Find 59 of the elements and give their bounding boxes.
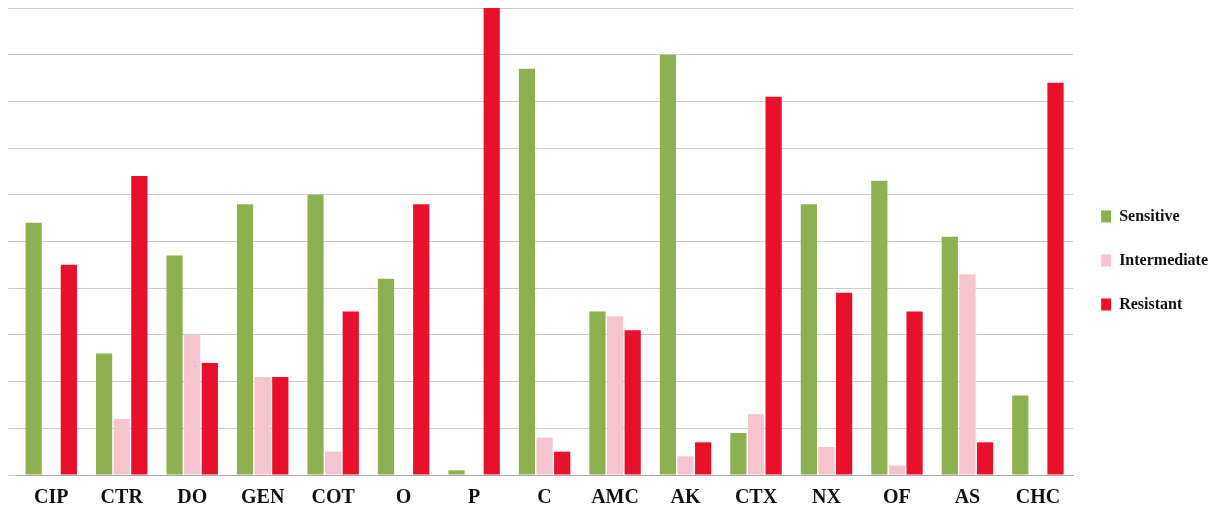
x-tick-label: COT [311, 485, 356, 508]
bar [624, 330, 641, 475]
bar [1012, 395, 1029, 475]
bar [888, 465, 906, 475]
x-tick-label: NX [812, 485, 842, 508]
bar [184, 334, 201, 475]
bar [377, 278, 395, 475]
bar [25, 222, 42, 475]
bar [871, 180, 888, 475]
bar [906, 311, 923, 475]
legend-label: Sensitive [1119, 206, 1180, 224]
bar [131, 176, 148, 475]
x-tick-label: P [467, 485, 481, 508]
x-tick-label: GEN [240, 485, 285, 508]
bar [800, 204, 817, 475]
bar [976, 442, 994, 475]
bar [518, 68, 536, 475]
bar [677, 456, 694, 475]
bar [606, 316, 624, 475]
bar [765, 96, 782, 475]
bar [747, 414, 765, 475]
bar [236, 204, 254, 475]
bar [342, 311, 359, 475]
x-tick-label: CTR [100, 485, 144, 508]
bar [307, 194, 324, 475]
bar [1047, 82, 1064, 475]
bar [166, 255, 183, 475]
bar [483, 8, 500, 475]
bar [536, 437, 553, 475]
bar [695, 442, 712, 475]
bar [730, 432, 747, 475]
x-tick-label: AK [670, 485, 701, 508]
bar [659, 54, 677, 475]
legend-label: Resistant [1119, 294, 1183, 312]
bar [60, 264, 77, 475]
x-tick-label: O [395, 485, 412, 508]
bar [554, 451, 571, 475]
x-tick-label: CTX [734, 485, 778, 508]
x-tick-label: CIP [34, 485, 69, 508]
bar [201, 362, 218, 475]
x-tick-label: OF [883, 485, 911, 508]
bar [818, 446, 835, 475]
bar [254, 376, 271, 475]
x-tick-label: CHC [1015, 485, 1061, 508]
bar [113, 418, 130, 475]
bar [835, 292, 853, 475]
bar [941, 236, 958, 475]
bar [448, 470, 465, 475]
x-tick-label: C [537, 485, 552, 508]
legend-label: Intermediate [1119, 250, 1208, 268]
bar [325, 451, 342, 475]
bar [413, 204, 430, 475]
bar [589, 311, 606, 475]
x-tick-label: AS [954, 485, 981, 508]
bar [959, 274, 976, 475]
x-tick-label: DO [177, 485, 208, 508]
bar [272, 376, 289, 475]
x-tick-label: AMC [591, 485, 639, 508]
bar [95, 353, 113, 475]
